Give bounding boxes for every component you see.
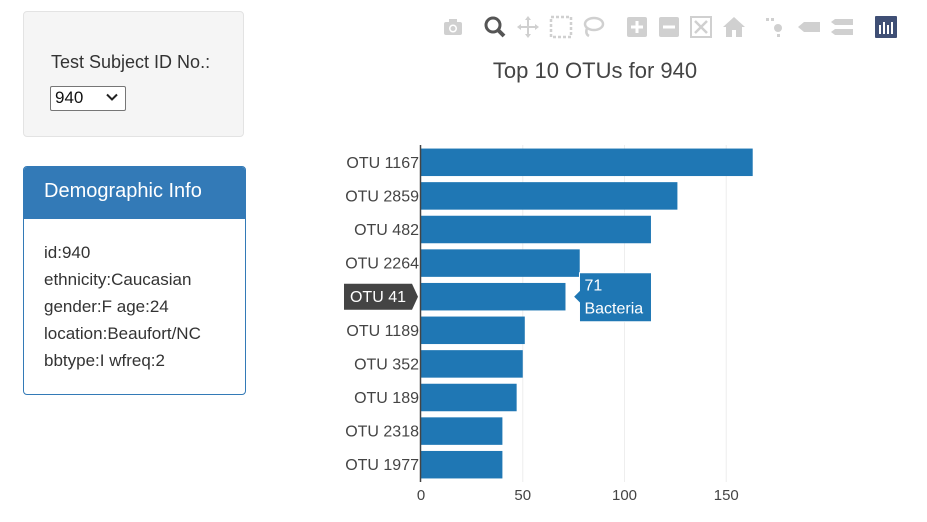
bar[interactable]: [421, 215, 651, 244]
hover-compare-icon[interactable]: [829, 14, 855, 40]
demo-line-ethnicity: ethnicity:Caucasian: [44, 270, 192, 289]
reset-axes-icon[interactable]: [721, 14, 747, 40]
y-tick-label: OTU 1977: [345, 457, 419, 474]
bar[interactable]: [421, 182, 678, 210]
plot-modebar: [440, 14, 900, 42]
bar[interactable]: [421, 148, 753, 177]
y-tick-label: OTU 1167: [346, 155, 419, 172]
hover-tooltip-value: 71: [584, 278, 602, 295]
y-tick-label: OTU 189: [354, 390, 419, 407]
plotly-logo-icon[interactable]: [873, 14, 899, 40]
subject-selector-panel: Test Subject ID No.: 940: [23, 11, 244, 137]
x-tick-label: 0: [417, 487, 425, 504]
x-tick-label: 150: [714, 487, 739, 504]
y-tick-label: OTU 41: [350, 289, 406, 306]
y-tick-label: OTU 2264: [345, 256, 419, 273]
x-tick-label: 50: [514, 487, 531, 504]
hover-tooltip-bg: [572, 272, 652, 323]
box-select-icon[interactable]: [548, 14, 574, 40]
zoom-in-icon[interactable]: [624, 14, 650, 40]
bar[interactable]: [421, 450, 503, 479]
hover-tooltip-label: Bacteria: [584, 301, 643, 318]
demographic-info-body: id:940 ethnicity:Caucasian gender:F age:…: [24, 219, 245, 374]
zoom-icon[interactable]: [482, 14, 508, 40]
demographic-info-title: Demographic Info: [24, 167, 245, 219]
demo-line-gender-age: gender:F age:24: [44, 297, 169, 316]
camera-icon[interactable]: [440, 14, 466, 40]
pan-icon[interactable]: [515, 14, 541, 40]
demo-line-id: id:940: [44, 243, 91, 262]
autoscale-icon[interactable]: [688, 14, 714, 40]
demographic-info-panel: Demographic Info id:940 ethnicity:Caucas…: [23, 166, 246, 395]
subject-id-select[interactable]: 940: [50, 86, 126, 111]
y-tick-label: OTU 2318: [345, 424, 419, 441]
bar[interactable]: [421, 417, 503, 445]
y-tick-label: OTU 482: [354, 222, 419, 239]
subject-selector-label: Test Subject ID No.:: [51, 52, 211, 72]
bar[interactable]: [421, 282, 566, 311]
y-tick-label: OTU 1189: [346, 323, 419, 340]
bar[interactable]: [421, 249, 580, 277]
y-tick-label: OTU 352: [354, 356, 419, 373]
bar[interactable]: [421, 316, 525, 345]
hover-closest-icon[interactable]: [796, 14, 822, 40]
spike-lines-icon[interactable]: [762, 14, 788, 40]
hover-axis-label-bg: [344, 283, 418, 310]
demo-line-bbtype-wfreq: bbtype:I wfreq:2: [44, 351, 165, 370]
bar[interactable]: [421, 350, 523, 378]
lasso-select-icon[interactable]: [580, 14, 606, 40]
zoom-out-icon[interactable]: [656, 14, 682, 40]
chevron-down-icon: [106, 93, 118, 101]
demo-line-location: location:Beaufort/NC: [44, 324, 201, 343]
subject-id-selected: 940: [55, 88, 84, 107]
bar[interactable]: [421, 383, 517, 412]
y-tick-label: OTU 2859: [345, 188, 419, 205]
chart-title: Top 10 OTUs for 940: [493, 58, 697, 83]
x-tick-label: 100: [612, 487, 637, 504]
